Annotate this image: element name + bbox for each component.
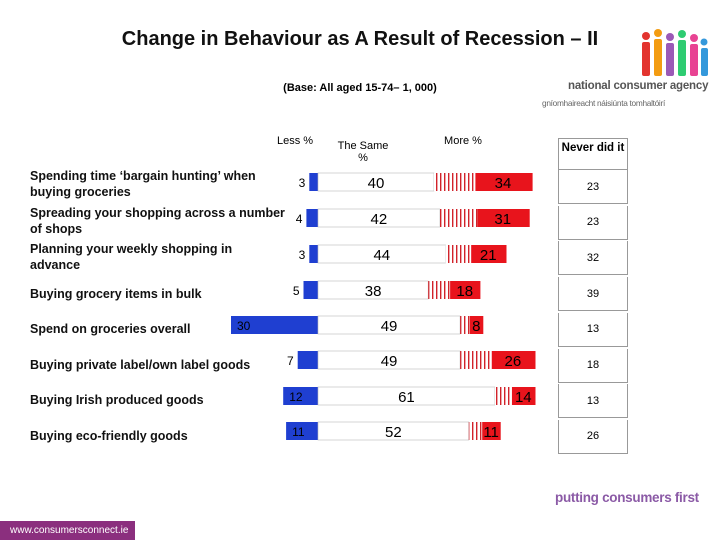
bar-more-hatch (460, 351, 492, 369)
row-label: Spend on groceries overall (30, 322, 191, 336)
bar-more (471, 245, 507, 263)
footer-url[interactable]: www.consumersconnect.ie (0, 521, 135, 540)
data-label-same: 61 (398, 389, 415, 406)
logo-irish-name: gníomhaireacht náisiúnta tomhaltóirí (542, 98, 665, 108)
never-value: 13 (558, 312, 628, 347)
data-label-less: 3 (299, 176, 306, 190)
data-label-same: 52 (385, 424, 402, 441)
data-label-less: 5 (293, 284, 300, 298)
bar-more-hatch (445, 245, 472, 263)
people-logo-icon (642, 29, 708, 76)
data-label-less: 4 (296, 212, 303, 226)
bar-less (231, 316, 318, 334)
data-label-same: 40 (368, 175, 385, 192)
row-label: Buying grocery items in bulk (30, 287, 202, 301)
header-never: Never did it (558, 138, 628, 170)
data-label-more: 11 (483, 424, 499, 441)
bar-less (283, 387, 318, 405)
data-label-less: 11 (292, 425, 305, 439)
bar-less (306, 209, 318, 227)
row-label: Planning your weekly shopping in advance (30, 242, 233, 272)
data-label-more: 18 (456, 283, 473, 300)
data-label-same: 44 (373, 247, 390, 264)
data-label-more: 21 (480, 247, 497, 264)
never-value: 18 (558, 348, 628, 383)
row-label: Spending time ‘bargain hunting’ when buy… (30, 169, 256, 199)
bar-more (450, 281, 481, 299)
bar-more-hatch (494, 387, 512, 405)
never-value: 26 (558, 419, 628, 454)
bar-more-hatch (439, 209, 478, 227)
data-label-same: 38 (365, 283, 382, 300)
bar-more (475, 173, 533, 191)
row-label: Buying eco-friendly goods (30, 429, 188, 443)
logo-name: national consumer agency (568, 80, 709, 92)
row-label: Spreading your shopping across a number … (30, 206, 285, 236)
bar-less (297, 351, 318, 369)
base-note: (Base: All aged 15-74– 1, 000) (283, 82, 437, 94)
bar-more-hatch (460, 316, 470, 334)
data-label-same: 42 (371, 211, 388, 228)
data-label-less: 3 (299, 248, 306, 262)
bar-more (511, 387, 536, 405)
never-value: 13 (558, 384, 628, 419)
data-label-more: 14 (515, 389, 532, 406)
never-value: 39 (558, 277, 628, 312)
data-label-more: 8 (472, 318, 480, 335)
data-label-more: 26 (505, 353, 522, 370)
bar-more (477, 209, 530, 227)
bar-less (309, 173, 318, 191)
bar-less (309, 245, 318, 263)
header-less: Less % (276, 135, 314, 147)
header-same: The Same % (337, 140, 389, 164)
never-value: 32 (558, 241, 628, 276)
data-label-more: 31 (494, 211, 511, 228)
bar-more-hatch (468, 422, 483, 440)
never-value: 23 (558, 205, 628, 240)
bar-more (469, 316, 484, 334)
bar-more (491, 351, 536, 369)
header-more: More % (444, 135, 482, 147)
bar-more (482, 422, 501, 440)
row-label: Buying private label/own label goods (30, 358, 251, 372)
data-label-same: 49 (381, 353, 398, 370)
data-label-less: 7 (287, 354, 294, 368)
nca-logo: national consumer agency gníomhaireacht … (540, 28, 712, 116)
bar-more-hatch (434, 173, 476, 191)
bar-more-hatch (428, 281, 451, 299)
bar-less (303, 281, 318, 299)
row-label: Buying Irish produced goods (30, 393, 204, 407)
bar-less (286, 422, 318, 440)
tagline: putting consumers first (555, 490, 699, 505)
page-title: Change in Behaviour as A Result of Reces… (121, 28, 599, 50)
never-value: 23 (558, 170, 628, 204)
data-label-less: 12 (289, 390, 303, 404)
data-label-same: 49 (381, 318, 398, 335)
data-label-more: 34 (495, 175, 512, 192)
data-label-less: 30 (237, 319, 251, 333)
